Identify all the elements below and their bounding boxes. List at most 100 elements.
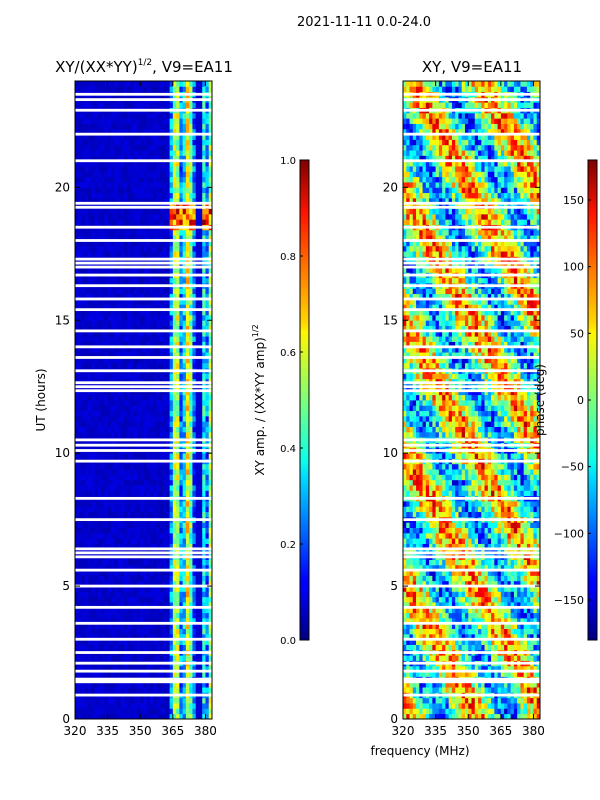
heatmap-cell bbox=[179, 309, 184, 316]
heatmap-cell bbox=[94, 671, 99, 677]
heatmap-cell bbox=[81, 713, 86, 720]
heatmap-cell bbox=[81, 251, 86, 257]
heatmap-cell bbox=[163, 617, 167, 624]
heatmap-cell bbox=[117, 713, 122, 720]
heatmap-cell bbox=[114, 171, 118, 178]
heatmap-cell bbox=[81, 591, 86, 598]
heatmap-cell bbox=[133, 352, 138, 358]
heatmap-cell bbox=[189, 304, 193, 311]
heatmap-cell bbox=[130, 405, 135, 412]
heatmap-cell bbox=[140, 293, 144, 300]
heatmap-cell bbox=[205, 527, 210, 534]
heatmap-cell bbox=[208, 405, 213, 412]
heatmap-cell bbox=[172, 373, 177, 380]
heatmap-cell bbox=[163, 128, 167, 135]
heatmap-cell bbox=[117, 532, 122, 539]
heatmap-cell bbox=[202, 112, 206, 119]
heatmap-cell bbox=[159, 245, 164, 252]
heatmap-cell bbox=[136, 187, 141, 194]
heatmap-cell bbox=[202, 511, 206, 518]
heatmap-cell bbox=[208, 564, 213, 571]
heatmap-cell bbox=[130, 373, 135, 380]
heatmap-cell bbox=[130, 415, 135, 422]
heatmap-cell bbox=[91, 394, 95, 401]
heatmap-cell bbox=[166, 213, 170, 220]
heatmap-cell bbox=[159, 469, 164, 475]
heatmap-cell bbox=[150, 341, 154, 348]
heatmap-cell bbox=[146, 261, 151, 268]
heatmap-cell bbox=[150, 607, 154, 614]
heatmap-cell bbox=[192, 314, 197, 321]
heatmap-cell bbox=[91, 187, 95, 194]
heatmap-cell bbox=[185, 123, 190, 130]
heatmap-cell bbox=[97, 134, 102, 140]
heatmap-cell bbox=[205, 235, 210, 241]
heatmap-cell bbox=[166, 681, 170, 688]
heatmap-cell bbox=[78, 687, 82, 693]
heatmap-cell bbox=[75, 240, 79, 247]
heatmap-cell bbox=[143, 192, 148, 199]
heatmap-cell bbox=[166, 559, 170, 566]
heatmap-cell bbox=[205, 617, 210, 624]
heatmap-cell bbox=[75, 171, 79, 178]
heatmap-cell bbox=[136, 112, 141, 119]
heatmap-cell bbox=[81, 570, 86, 576]
heatmap-cell bbox=[140, 490, 144, 497]
heatmap-cell bbox=[176, 86, 180, 93]
heatmap-cell bbox=[101, 559, 105, 566]
heatmap-cell bbox=[104, 277, 109, 284]
heatmap-cell bbox=[146, 389, 151, 396]
heatmap-cell bbox=[198, 341, 203, 348]
heatmap-cell bbox=[179, 607, 184, 614]
heatmap-cell bbox=[198, 453, 203, 459]
heatmap-cell bbox=[94, 352, 99, 358]
heatmap-cell bbox=[205, 192, 210, 199]
heatmap-cell bbox=[189, 633, 193, 640]
heatmap-cell bbox=[198, 687, 203, 693]
heatmap-cell bbox=[192, 564, 197, 571]
heatmap-cell bbox=[97, 586, 102, 592]
heatmap-cell bbox=[110, 330, 115, 337]
heatmap-cell bbox=[97, 166, 102, 172]
heatmap-cell bbox=[104, 655, 109, 661]
heatmap-cell bbox=[179, 235, 184, 241]
heatmap-cell bbox=[78, 187, 82, 194]
heatmap-cell bbox=[107, 336, 112, 342]
heatmap-cell bbox=[140, 261, 144, 268]
heatmap-cell bbox=[117, 128, 122, 135]
heatmap-cell bbox=[146, 602, 151, 608]
heatmap-cell bbox=[169, 187, 174, 194]
heatmap-cell bbox=[94, 362, 99, 369]
heatmap-cell bbox=[153, 118, 157, 124]
heatmap-cell bbox=[205, 485, 210, 491]
heatmap-cell bbox=[104, 267, 109, 273]
heatmap-cell bbox=[84, 713, 89, 720]
heatmap-cell bbox=[166, 405, 170, 412]
heatmap-cell bbox=[94, 580, 99, 587]
heatmap-cell bbox=[81, 155, 86, 162]
heatmap-cell bbox=[81, 644, 86, 651]
heatmap-cell bbox=[146, 314, 151, 321]
heatmap-cell bbox=[133, 123, 138, 130]
heatmap-cell bbox=[136, 665, 141, 672]
heatmap-cell bbox=[136, 623, 141, 630]
heatmap-cell bbox=[75, 602, 79, 608]
heatmap-cell bbox=[120, 479, 125, 486]
heatmap-cell bbox=[127, 453, 131, 459]
heatmap-cell bbox=[205, 330, 210, 337]
heatmap-cell bbox=[153, 479, 157, 486]
heatmap-cell bbox=[195, 171, 200, 178]
heatmap-cell bbox=[169, 197, 174, 204]
heatmap-cell bbox=[146, 697, 151, 704]
heatmap-cell bbox=[78, 708, 82, 715]
heatmap-cell bbox=[146, 708, 151, 715]
heatmap-cell bbox=[123, 575, 128, 582]
heatmap-cell bbox=[143, 160, 148, 167]
heatmap-cell bbox=[117, 543, 122, 550]
heatmap-cell bbox=[143, 208, 148, 215]
heatmap-cell bbox=[114, 586, 118, 592]
heatmap-cell bbox=[176, 586, 180, 592]
heatmap-cell bbox=[104, 171, 109, 178]
heatmap-cell bbox=[133, 410, 138, 417]
heatmap-cell bbox=[94, 309, 99, 316]
